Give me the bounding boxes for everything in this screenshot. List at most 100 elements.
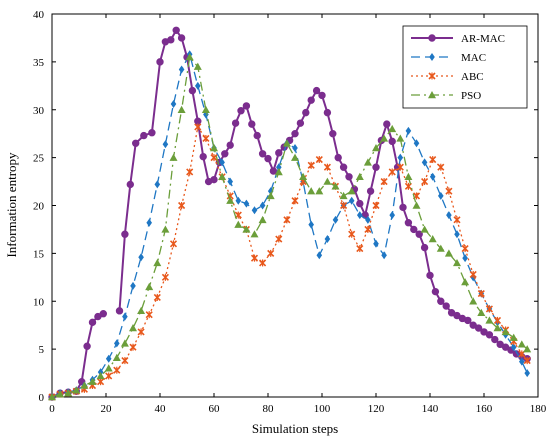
data-point (267, 249, 275, 257)
data-point (461, 278, 470, 286)
data-point (453, 216, 461, 224)
data-point (329, 129, 337, 138)
data-point (315, 155, 323, 164)
data-point (523, 345, 532, 353)
data-point (372, 201, 380, 210)
data-point (167, 36, 175, 44)
data-point (334, 153, 342, 162)
data-point (291, 153, 299, 161)
data-point (219, 158, 225, 167)
data-point (129, 343, 137, 351)
data-point (178, 201, 186, 210)
data-point (348, 230, 356, 238)
legend-label: ABC (461, 71, 484, 83)
x-tick-label: 0 (49, 403, 55, 415)
data-point (99, 309, 108, 318)
data-point (97, 378, 105, 386)
data-point (485, 316, 494, 324)
x-tick-label: 20 (101, 403, 113, 415)
y-tick-label: 0 (39, 392, 45, 404)
data-point (396, 163, 404, 171)
data-point (291, 197, 299, 205)
data-point (88, 318, 97, 327)
data-point (48, 393, 56, 401)
data-point (332, 215, 339, 224)
data-point (276, 163, 282, 172)
data-point (177, 34, 186, 42)
legend-item: ABC (411, 71, 484, 83)
data-point (137, 328, 145, 336)
data-point (153, 258, 162, 267)
data-point (404, 182, 412, 190)
data-point (323, 177, 332, 185)
data-point (193, 62, 202, 70)
data-point (242, 225, 251, 233)
data-point (485, 331, 494, 339)
legend-item: MAC (411, 52, 486, 64)
data-point (469, 270, 477, 279)
data-point (258, 150, 267, 158)
series-layer (48, 26, 532, 401)
data-point (210, 144, 218, 152)
data-point (421, 158, 428, 167)
data-point (389, 211, 395, 220)
data-point (517, 340, 526, 348)
data-point (308, 220, 314, 229)
data-point (64, 389, 73, 397)
data-point (388, 168, 396, 176)
data-point (162, 140, 169, 149)
data-point (428, 91, 436, 99)
data-point (312, 86, 321, 95)
data-point (316, 251, 323, 260)
data-point (258, 215, 267, 224)
data-point (113, 366, 121, 374)
data-point (296, 119, 305, 127)
data-point (462, 254, 468, 263)
data-point (509, 333, 518, 341)
data-point (210, 175, 218, 184)
series-ar-mac (48, 26, 531, 401)
data-point (429, 172, 436, 181)
data-point (177, 105, 186, 113)
data-point (339, 191, 348, 200)
data-point (235, 196, 242, 205)
x-axis-label: Simulation steps (252, 421, 338, 436)
data-point (363, 158, 372, 166)
y-tick-label: 25 (33, 153, 45, 165)
data-point (121, 357, 129, 365)
data-point (161, 225, 170, 233)
data-point (130, 281, 136, 290)
data-point (96, 371, 105, 380)
data-point (315, 187, 324, 195)
data-point (292, 144, 298, 153)
data-point (357, 211, 363, 220)
data-point (234, 220, 243, 228)
data-point (355, 172, 364, 180)
legend-item: PSO (411, 90, 481, 102)
data-point (373, 239, 379, 248)
data-point (436, 244, 445, 252)
data-point (154, 180, 161, 189)
data-point (137, 306, 146, 315)
data-point (429, 155, 437, 164)
data-point (291, 129, 299, 138)
data-point (195, 81, 201, 90)
data-point (404, 219, 413, 227)
data-point (266, 191, 275, 200)
data-point (421, 177, 429, 186)
data-point (105, 372, 113, 380)
data-point (446, 211, 452, 220)
x-tick-label: 80 (263, 403, 275, 415)
x-tick-label: 180 (530, 403, 547, 415)
data-point (464, 316, 472, 325)
data-point (148, 129, 156, 137)
data-point (194, 117, 202, 125)
y-axis-label: Information entropy (4, 152, 19, 258)
x-tick-label: 140 (422, 403, 439, 415)
data-point (461, 245, 469, 253)
data-point (331, 182, 340, 190)
data-point (438, 191, 444, 200)
legend-box (402, 25, 528, 109)
data-point (274, 167, 283, 176)
data-point (248, 120, 256, 128)
